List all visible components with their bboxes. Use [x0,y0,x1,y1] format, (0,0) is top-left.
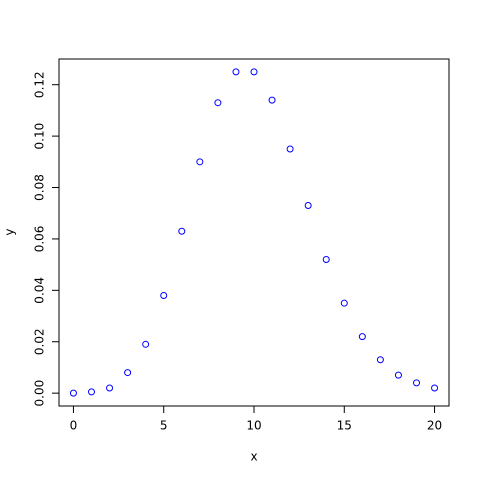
y-tick-label: 0.04 [33,277,47,304]
x-tick-label: 10 [246,419,261,433]
point [268,96,276,104]
point [394,371,402,379]
point [178,227,186,235]
x-axis-label: x [250,450,257,464]
point [431,384,439,392]
point [286,145,294,153]
point [196,158,204,166]
point [340,299,348,307]
y-tick-label: 0.02 [33,328,47,355]
point [376,356,384,364]
y-tick-label: 0.08 [33,174,47,201]
y-tick-label: 0.06 [33,226,47,253]
point [160,291,168,299]
point [232,68,240,76]
point [413,379,420,387]
point [322,255,330,263]
point [124,369,132,377]
y-tick-label: 0.12 [33,71,47,98]
y-axis-label: y [3,228,17,235]
y-tick-label: 0.10 [33,123,47,150]
point [250,68,258,76]
plot-frame [58,58,450,407]
point [106,384,114,392]
point [214,99,222,107]
x-tick-label: 5 [160,419,168,433]
point [69,389,77,397]
point [142,340,150,348]
point [358,333,366,341]
x-tick-label: 20 [427,419,442,433]
x-tick-label: 15 [337,419,352,433]
x-tick-label: 0 [70,419,78,433]
y-tick-label: 0.00 [33,380,47,407]
point [304,202,312,210]
point [88,388,95,396]
